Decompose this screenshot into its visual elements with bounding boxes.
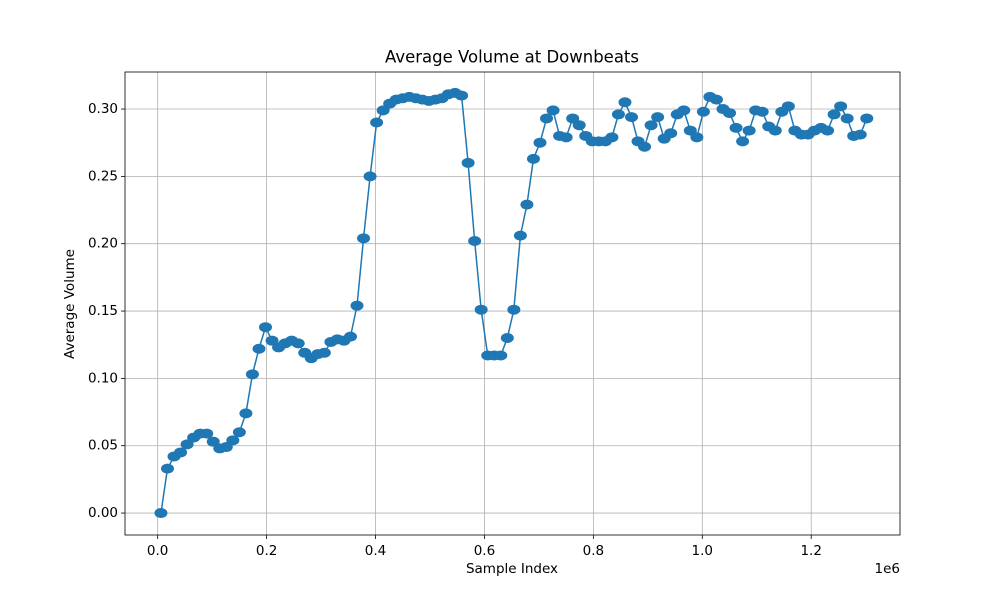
data-point	[853, 129, 867, 140]
y-tick-label: 0.10	[88, 370, 118, 386]
data-point	[729, 122, 743, 133]
data-point	[664, 128, 678, 139]
data-point	[677, 105, 691, 116]
data-point	[363, 171, 377, 182]
y-tick-label: 0.15	[88, 303, 118, 319]
data-point	[736, 136, 750, 147]
data-point	[357, 233, 371, 244]
data-point	[494, 350, 508, 361]
x-tick-label: 0.8	[583, 543, 604, 559]
x-tick-label: 0.6	[474, 543, 495, 559]
data-point	[226, 435, 240, 446]
data-point	[245, 369, 259, 380]
data-point	[709, 94, 723, 105]
data-point	[533, 137, 547, 148]
data-point	[252, 343, 266, 354]
data-point	[540, 113, 554, 124]
data-point	[572, 120, 586, 131]
data-point	[638, 141, 652, 152]
data-point	[755, 106, 769, 117]
y-axis-label: Average Volume	[62, 249, 78, 359]
x-tick-label: 0.2	[256, 543, 277, 559]
data-point	[455, 90, 469, 101]
x-offset-label: 1e6	[875, 561, 900, 577]
data-point	[520, 199, 534, 210]
data-point	[232, 427, 246, 438]
data-point	[768, 125, 782, 136]
data-point	[500, 332, 514, 343]
x-axis-label: Sample Index	[466, 561, 558, 577]
data-point	[644, 120, 658, 131]
data-point	[690, 132, 704, 143]
y-tick-label: 0.25	[88, 168, 118, 184]
data-point	[651, 112, 665, 123]
data-point	[840, 113, 854, 124]
data-point	[834, 101, 848, 112]
data-point	[200, 428, 214, 439]
data-point	[723, 108, 737, 119]
data-point	[160, 463, 174, 474]
data-point	[317, 347, 331, 358]
y-tick-label: 0.30	[88, 101, 118, 117]
data-point	[546, 105, 560, 116]
y-tick-label: 0.20	[88, 236, 118, 252]
data-point	[174, 447, 188, 458]
data-point	[468, 236, 482, 247]
data-point	[474, 304, 488, 315]
x-tick-label: 1.0	[692, 543, 713, 559]
data-point	[742, 125, 756, 136]
data-point	[605, 132, 619, 143]
data-point	[513, 230, 527, 241]
data-point	[259, 322, 273, 333]
data-point	[507, 304, 521, 315]
data-point	[559, 132, 573, 143]
data-point	[291, 338, 305, 349]
y-tick-label: 0.00	[88, 505, 118, 521]
data-point	[781, 101, 795, 112]
x-tick-label: 1.2	[800, 543, 821, 559]
data-point	[827, 109, 841, 120]
data-point	[370, 117, 384, 128]
y-tick-label: 0.05	[88, 438, 118, 454]
data-point	[696, 106, 710, 117]
data-point	[821, 125, 835, 136]
data-point	[611, 109, 625, 120]
data-point	[350, 300, 364, 311]
data-point	[239, 408, 253, 419]
data-point	[526, 153, 540, 164]
data-point	[461, 157, 475, 168]
data-point	[154, 508, 168, 519]
data-point	[343, 331, 357, 342]
data-point	[860, 113, 874, 124]
x-tick-label: 0.4	[365, 543, 386, 559]
data-point	[618, 97, 632, 108]
plot-frame	[124, 71, 901, 536]
chart-title: Average Volume at Downbeats	[385, 48, 639, 67]
x-tick-label: 0.0	[147, 543, 168, 559]
data-point	[625, 112, 639, 123]
